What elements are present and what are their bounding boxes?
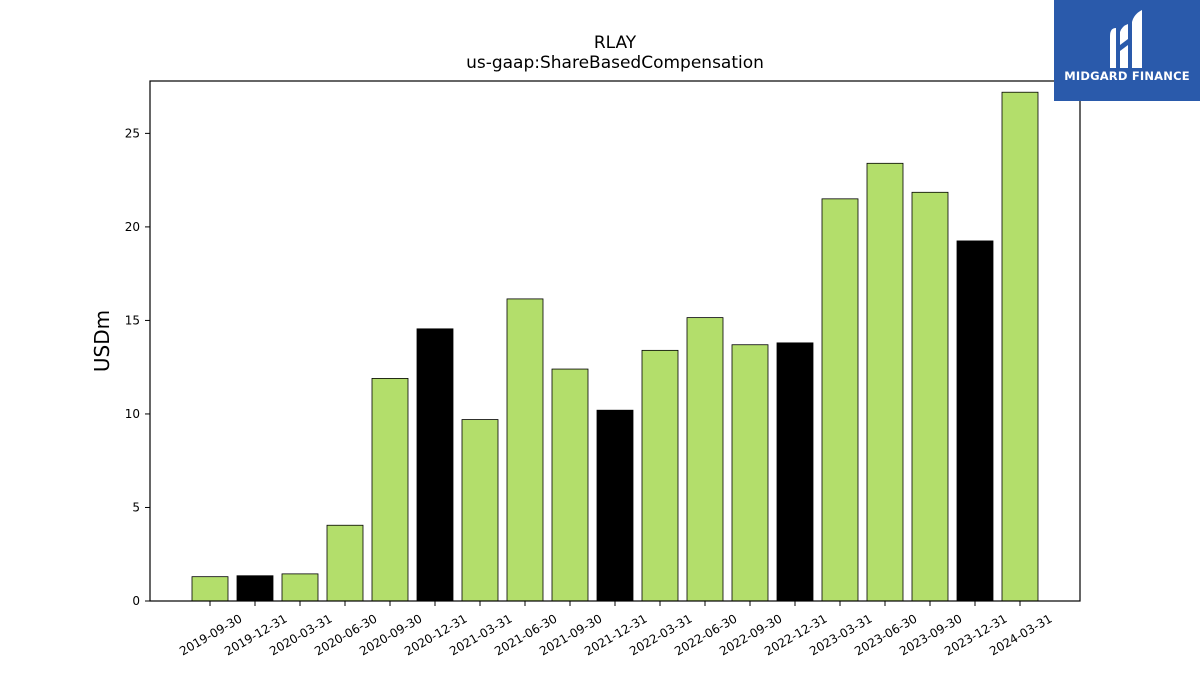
bar-2019-09-30: [191, 576, 229, 602]
bar-2020-12-31: [416, 328, 454, 602]
y-tick-label: 0: [132, 594, 140, 608]
y-tick-label: 10: [125, 407, 140, 421]
bars-group: [191, 91, 1039, 602]
y-axis-label: USDm: [90, 310, 114, 372]
bar-2023-12-31: [956, 240, 994, 602]
bar-2022-09-30: [731, 344, 769, 602]
bar-2021-09-30: [551, 368, 589, 602]
chart-title: RLAY: [594, 33, 637, 53]
logo-text: MIDGARD FINANCE: [1064, 69, 1190, 83]
bar-2023-09-30: [911, 191, 949, 602]
midgard-finance-logo: MIDGARD FINANCE: [1054, 0, 1200, 101]
bar-2022-06-30: [686, 317, 724, 602]
plot-frame: [149, 80, 1081, 602]
bar-2021-03-31: [461, 419, 499, 602]
bar-2023-03-31: [821, 198, 859, 602]
y-tick-label: 5: [132, 500, 140, 514]
y-tick-label: 25: [125, 126, 140, 140]
bar-2022-12-31: [776, 342, 814, 602]
bar-2021-06-30: [506, 298, 544, 602]
y-ticks-group: 0 5 10 15 20 25: [125, 126, 150, 608]
bar-2022-03-31: [641, 349, 679, 602]
y-tick-label: 20: [125, 220, 140, 234]
bar-2020-03-31: [281, 573, 319, 602]
bar-2020-06-30: [326, 524, 364, 602]
bar-2020-09-30: [371, 378, 409, 602]
bar-2023-06-30: [866, 162, 904, 602]
bar-2019-12-31: [236, 575, 274, 602]
midgard-logo-icon: [1110, 10, 1142, 68]
bar-2021-12-31: [596, 409, 634, 602]
x-ticks-group: 2019-09-302019-12-312020-03-312020-06-30…: [177, 601, 1055, 658]
bar-2024-03-31: [1001, 91, 1039, 602]
chart-subtitle: us-gaap:ShareBasedCompensation: [466, 53, 764, 73]
y-tick-label: 15: [125, 313, 140, 327]
